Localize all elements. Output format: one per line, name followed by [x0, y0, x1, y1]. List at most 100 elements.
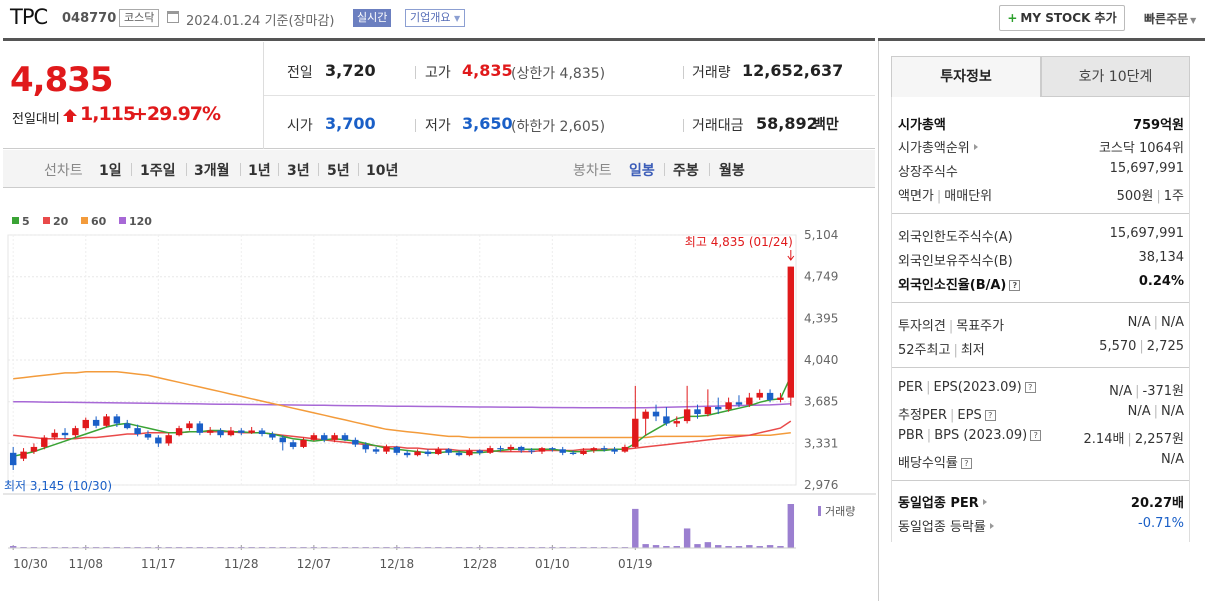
- per-value: N/A: [1109, 384, 1133, 399]
- price-chart[interactable]: 5,104 4,749 4,395 4,040 3,685 3,331 2,976 10/30…: [0, 200, 876, 580]
- est-eps-label: EPS: [957, 408, 982, 423]
- divider: [358, 163, 359, 176]
- stock-header: TPC 048770 코스닥 2024.01.24 기준(장마감) 실시간 기업…: [0, 0, 1205, 40]
- header-divider: [878, 38, 1205, 41]
- candle-body: [362, 444, 369, 450]
- separator: |: [1153, 404, 1158, 419]
- calendar-icon: [167, 11, 179, 23]
- prev-close-label: 전일: [287, 65, 313, 81]
- foreign-ratio-value: 0.24%: [1138, 274, 1184, 289]
- line-chart-label: 선차트: [44, 163, 83, 179]
- y-tick-label: 5,104: [804, 228, 838, 242]
- y-tick-label: 3,331: [804, 436, 838, 450]
- par-label: 액면가: [898, 189, 934, 204]
- candle-body: [124, 423, 131, 429]
- candle-body: [113, 416, 121, 424]
- open-value: 3,700: [325, 114, 376, 133]
- shares-label: 상장주식수: [898, 165, 958, 180]
- high-label: 고가: [425, 65, 451, 81]
- volume-bar: [787, 504, 795, 548]
- candle-monthly[interactable]: 월봉: [719, 163, 745, 179]
- x-tick-label: 11/17: [141, 557, 176, 571]
- separator: |: [950, 408, 955, 423]
- high-value: 4,835: [462, 61, 513, 80]
- candle-body: [528, 450, 535, 452]
- stock-name: TPC: [10, 5, 48, 29]
- period-10y[interactable]: 10년: [366, 163, 399, 179]
- candle-body: [777, 397, 784, 400]
- legend-label: 5: [22, 215, 30, 228]
- volume-bar: [642, 544, 649, 548]
- divider: [131, 163, 132, 176]
- help-icon[interactable]: ?: [1024, 382, 1036, 393]
- amount-label: 거래대금: [692, 118, 744, 134]
- candle-body: [51, 432, 58, 438]
- foreign-limit-label: 외국인한도주식수(A): [898, 230, 1013, 245]
- help-icon[interactable]: ?: [1030, 430, 1042, 441]
- candle-body: [217, 430, 224, 436]
- sector-per-link[interactable]: 동일업종 PER: [898, 492, 987, 511]
- change-label: 전일대비: [12, 112, 60, 127]
- add-mystock-button[interactable]: + MY STOCK 추가: [999, 5, 1125, 31]
- shares-value: 15,697,991: [1109, 161, 1184, 176]
- period-3y[interactable]: 3년: [287, 163, 310, 179]
- help-icon[interactable]: ?: [960, 458, 972, 469]
- volume-label: 거래량: [692, 65, 731, 81]
- candle-body: [600, 448, 608, 450]
- date-text: 2024.01.24 기준(장마감): [186, 14, 335, 29]
- x-tick-label: 01/19: [618, 557, 653, 571]
- divider: [415, 66, 416, 79]
- candle-weekly[interactable]: 주봉: [673, 163, 699, 179]
- info-row-est-per: 추정PER | EPS? N/A | N/A: [898, 404, 1184, 424]
- tab-invest-info[interactable]: 투자정보: [891, 56, 1041, 97]
- x-tick-label: 11/28: [224, 557, 259, 571]
- caret-right-icon: [973, 144, 978, 150]
- candle-body: [424, 451, 432, 454]
- sector-per-label: 동일업종 PER: [898, 496, 979, 511]
- company-overview-label: 기업개요: [410, 11, 451, 24]
- candle-body: [652, 411, 660, 417]
- tab-orderbook[interactable]: 호가 10단계: [1041, 56, 1190, 97]
- low-label: 저가: [425, 118, 451, 134]
- realtime-button[interactable]: 실시간: [353, 9, 392, 27]
- invest-info-table: [891, 97, 1190, 542]
- help-icon[interactable]: ?: [1009, 280, 1021, 291]
- candle-body: [497, 448, 504, 450]
- period-1d[interactable]: 1일: [99, 163, 122, 179]
- candle-body: [746, 397, 753, 405]
- foreign-limit-value: 15,697,991: [1109, 226, 1184, 241]
- candle-body: [61, 432, 69, 436]
- candle-body: [725, 402, 732, 410]
- info-row-shares: 상장주식수 15,697,991: [898, 161, 1184, 181]
- dividend-label: 배당수익률: [898, 456, 958, 471]
- est-per-value: N/A: [1127, 404, 1151, 419]
- candle-body: [580, 450, 587, 454]
- candle-body: [466, 450, 473, 456]
- period-1w[interactable]: 1주일: [140, 163, 176, 179]
- down-arrow-icon: [787, 250, 795, 261]
- divider: [892, 367, 1189, 368]
- candle-body: [621, 446, 629, 452]
- quick-order-button[interactable]: 빠른주문 ▼: [1144, 10, 1196, 27]
- rank-value: 코스닥 1064위: [1098, 141, 1184, 156]
- low-value: 3,650: [462, 114, 513, 133]
- candle-body: [766, 392, 774, 400]
- help-icon[interactable]: ?: [984, 410, 996, 421]
- candle-body: [289, 442, 297, 447]
- period-1y[interactable]: 1년: [248, 163, 271, 179]
- low-annotation: 최저 3,145 (10/30): [4, 479, 112, 493]
- company-overview-button[interactable]: 기업개요 ▼: [405, 9, 466, 27]
- legend-swatch: [119, 217, 126, 224]
- rank-label[interactable]: 시가총액순위: [898, 137, 978, 156]
- candle-body: [683, 409, 691, 422]
- candle-body: [445, 449, 452, 453]
- period-5y[interactable]: 5년: [327, 163, 350, 179]
- candle-daily[interactable]: 일봉: [629, 163, 655, 179]
- divider: [186, 163, 187, 176]
- legend-label: 20: [53, 215, 69, 228]
- trade-unit-value: 1주: [1163, 189, 1184, 204]
- sector-change-link[interactable]: 동일업종 등락률: [898, 516, 994, 535]
- period-3m[interactable]: 3개월: [194, 163, 230, 179]
- divider: [415, 119, 416, 132]
- w52-high-label: 52주최고: [898, 343, 951, 358]
